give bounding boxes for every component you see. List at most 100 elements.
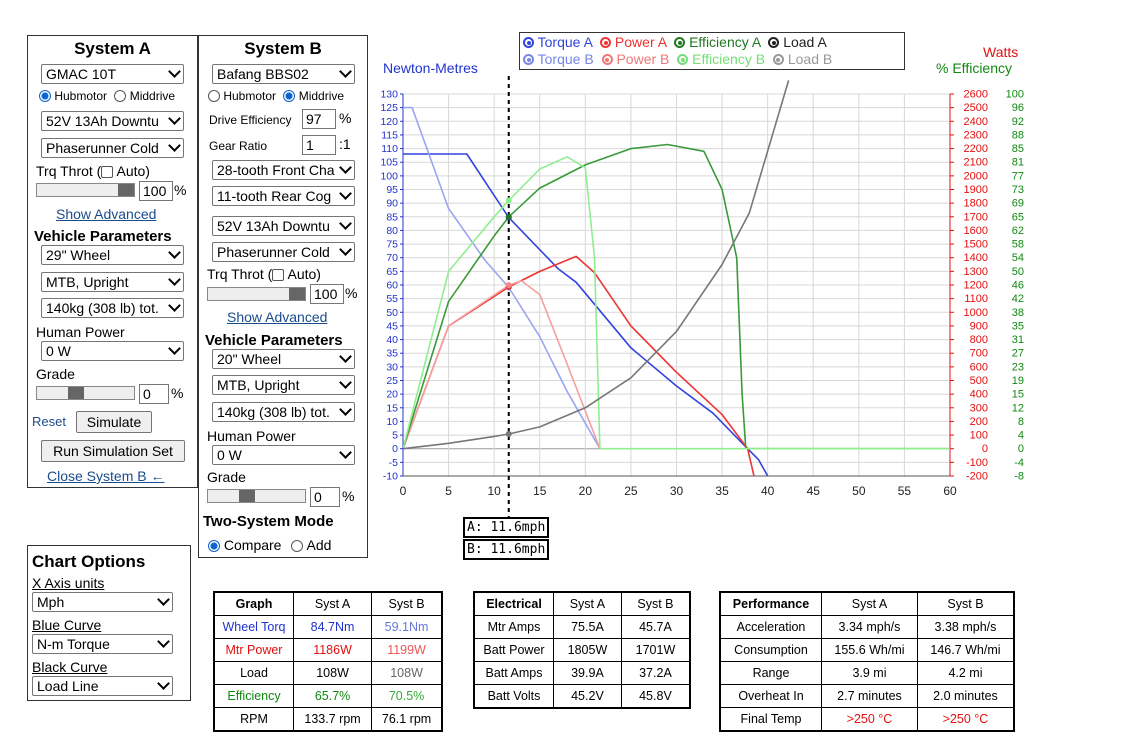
legend-eff-b[interactable]: Efficiency B: [677, 51, 765, 67]
grade-label-a: Grade: [36, 366, 75, 382]
series-line-powerB: [403, 280, 601, 449]
human-power-select-a[interactable]: 0 W: [41, 341, 184, 361]
eff-tick-label: 35: [1012, 320, 1024, 332]
controller-select-a[interactable]: Phaserunner Cold: [41, 138, 184, 158]
eff-tick-label: 65: [1012, 211, 1024, 223]
table-row: Batt Volts 45.2V 45.8V: [473, 684, 691, 709]
auto-checkbox-a[interactable]: [101, 166, 114, 178]
watt-tick-label: 2100: [964, 157, 988, 169]
simulate-button[interactable]: Simulate: [76, 411, 152, 433]
legend-torque-a[interactable]: Torque A: [523, 34, 592, 50]
nm-tick-label: 85: [386, 211, 398, 223]
eff-tick-label: 15: [1012, 389, 1024, 401]
series-line-loadA: [403, 80, 790, 450]
eff-tick-label: 12: [1012, 402, 1024, 414]
nm-tick-label: 5: [392, 430, 398, 442]
legend-load-a[interactable]: Load A: [768, 34, 827, 50]
cursor-marker-effA: [505, 213, 512, 220]
grade-input-b[interactable]: 0: [310, 487, 340, 507]
chart-options-title: Chart Options: [32, 552, 146, 571]
table-row: Range 3.9 mi 4.2 mi: [719, 661, 1015, 685]
wheel-select-b[interactable]: 20" Wheel: [212, 349, 355, 369]
throttle-input-a[interactable]: 100: [139, 181, 173, 201]
eff-tick-label: 0: [1018, 443, 1024, 455]
show-advanced-link-b[interactable]: Show Advanced: [227, 309, 328, 325]
trq-throt-label-a: Trq Throt ( Auto): [36, 163, 150, 179]
eff-tick-label: 46: [1012, 280, 1024, 292]
close-system-b-link[interactable]: Close System B ←: [47, 468, 165, 484]
gear-ratio-input[interactable]: 1: [302, 135, 336, 155]
legend-power-b[interactable]: Power B: [601, 51, 669, 67]
grade-slider-a[interactable]: [36, 386, 135, 400]
watt-tick-label: 500: [970, 375, 988, 387]
weight-select-a[interactable]: 140kg (308 lb) tot.: [41, 298, 184, 318]
legend-load-b[interactable]: Load B: [772, 51, 832, 67]
hubmotor-radio-a[interactable]: [39, 90, 51, 102]
watt-tick-label: -200: [966, 471, 988, 483]
vehicle-params-title-a: Vehicle Parameters: [34, 228, 172, 245]
series-line-torqueA: [403, 153, 769, 476]
cursor-speed-a: A: 11.6mph: [463, 517, 550, 538]
grade-label-b: Grade: [207, 469, 246, 485]
run-simulation-set-button[interactable]: Run Simulation Set: [41, 440, 185, 462]
middrive-radio-a[interactable]: [114, 90, 127, 102]
throttle-slider-a[interactable]: [36, 183, 135, 197]
legend-power-a[interactable]: Power A: [600, 34, 666, 50]
battery-select-b[interactable]: 52V 13Ah Downtu: [212, 216, 355, 236]
watt-tick-label: 900: [970, 320, 988, 332]
eff-tick-label: 81: [1012, 157, 1024, 169]
hubmotor-radio-b[interactable]: [208, 90, 220, 102]
eff-tick-label: 77: [1012, 170, 1024, 182]
blue-curve-select[interactable]: N-m Torque: [32, 634, 173, 654]
human-power-select-b[interactable]: 0 W: [212, 445, 355, 465]
rear-cog-select[interactable]: 11-tooth Rear Cog: [212, 186, 355, 206]
eff-tick-label: 19: [1012, 375, 1024, 387]
legend-row-a: Torque A Power A Efficiency A Load A: [523, 34, 827, 50]
black-curve-select[interactable]: Load Line: [32, 676, 173, 696]
auto-checkbox-b[interactable]: [272, 269, 285, 281]
watt-tick-label: 2000: [964, 170, 988, 182]
nm-tick-label: 10: [386, 416, 398, 428]
front-chainring-select[interactable]: 28-tooth Front Cha: [212, 160, 355, 180]
motor-select-a[interactable]: GMAC 10T: [41, 64, 184, 84]
right-axis-title-watts: Watts: [983, 44, 1019, 60]
system-b-panel: System B Bafang BBS02 Hubmotor Middrive …: [198, 35, 368, 558]
mode-radio-group: Compare Add: [208, 537, 331, 553]
watt-tick-label: 2400: [964, 116, 988, 128]
controller-select-b[interactable]: Phaserunner Cold: [212, 242, 355, 262]
eff-tick-label: 27: [1012, 348, 1024, 360]
eff-tick-label: 73: [1012, 184, 1024, 196]
nm-tick-label: 120: [380, 116, 398, 128]
middrive-radio-b[interactable]: [283, 90, 296, 102]
human-power-label-b: Human Power: [207, 428, 296, 444]
nm-tick-label: 75: [386, 239, 398, 251]
add-radio[interactable]: [291, 540, 304, 552]
bike-select-b[interactable]: MTB, Upright: [212, 375, 355, 395]
legend-eff-a[interactable]: Efficiency A: [674, 34, 760, 50]
eff-tick-label: 62: [1012, 225, 1024, 237]
throttle-slider-b[interactable]: [207, 287, 306, 301]
show-advanced-link-a[interactable]: Show Advanced: [56, 206, 157, 222]
x-tick-label: 0: [400, 484, 407, 498]
grade-input-a[interactable]: 0: [139, 384, 169, 404]
bike-select-a[interactable]: MTB, Upright: [41, 272, 184, 292]
motor-select-b[interactable]: Bafang BBS02: [212, 64, 355, 84]
x-axis-select[interactable]: Mph: [32, 592, 173, 612]
drive-eff-pct: %: [339, 110, 352, 126]
compare-radio[interactable]: [208, 540, 220, 552]
x-tick-label: 20: [579, 484, 593, 498]
throttle-pct-b: %: [345, 285, 358, 301]
throttle-input-b[interactable]: 100: [310, 284, 344, 304]
human-power-label-a: Human Power: [36, 324, 125, 340]
x-tick-label: 25: [624, 484, 638, 498]
grade-slider-b[interactable]: [207, 489, 306, 503]
wheel-select-a[interactable]: 29" Wheel: [41, 245, 184, 265]
reset-link[interactable]: Reset: [32, 414, 66, 429]
battery-select-a[interactable]: 52V 13Ah Downtu: [41, 111, 184, 131]
nm-tick-label: 30: [386, 361, 398, 373]
weight-select-b[interactable]: 140kg (308 lb) tot.: [212, 402, 355, 422]
drive-eff-input[interactable]: 97: [302, 109, 336, 129]
legend-torque-b[interactable]: Torque B: [523, 51, 594, 67]
cursor-marker-effB: [505, 197, 512, 204]
eff-tick-label: 100: [1006, 89, 1024, 101]
